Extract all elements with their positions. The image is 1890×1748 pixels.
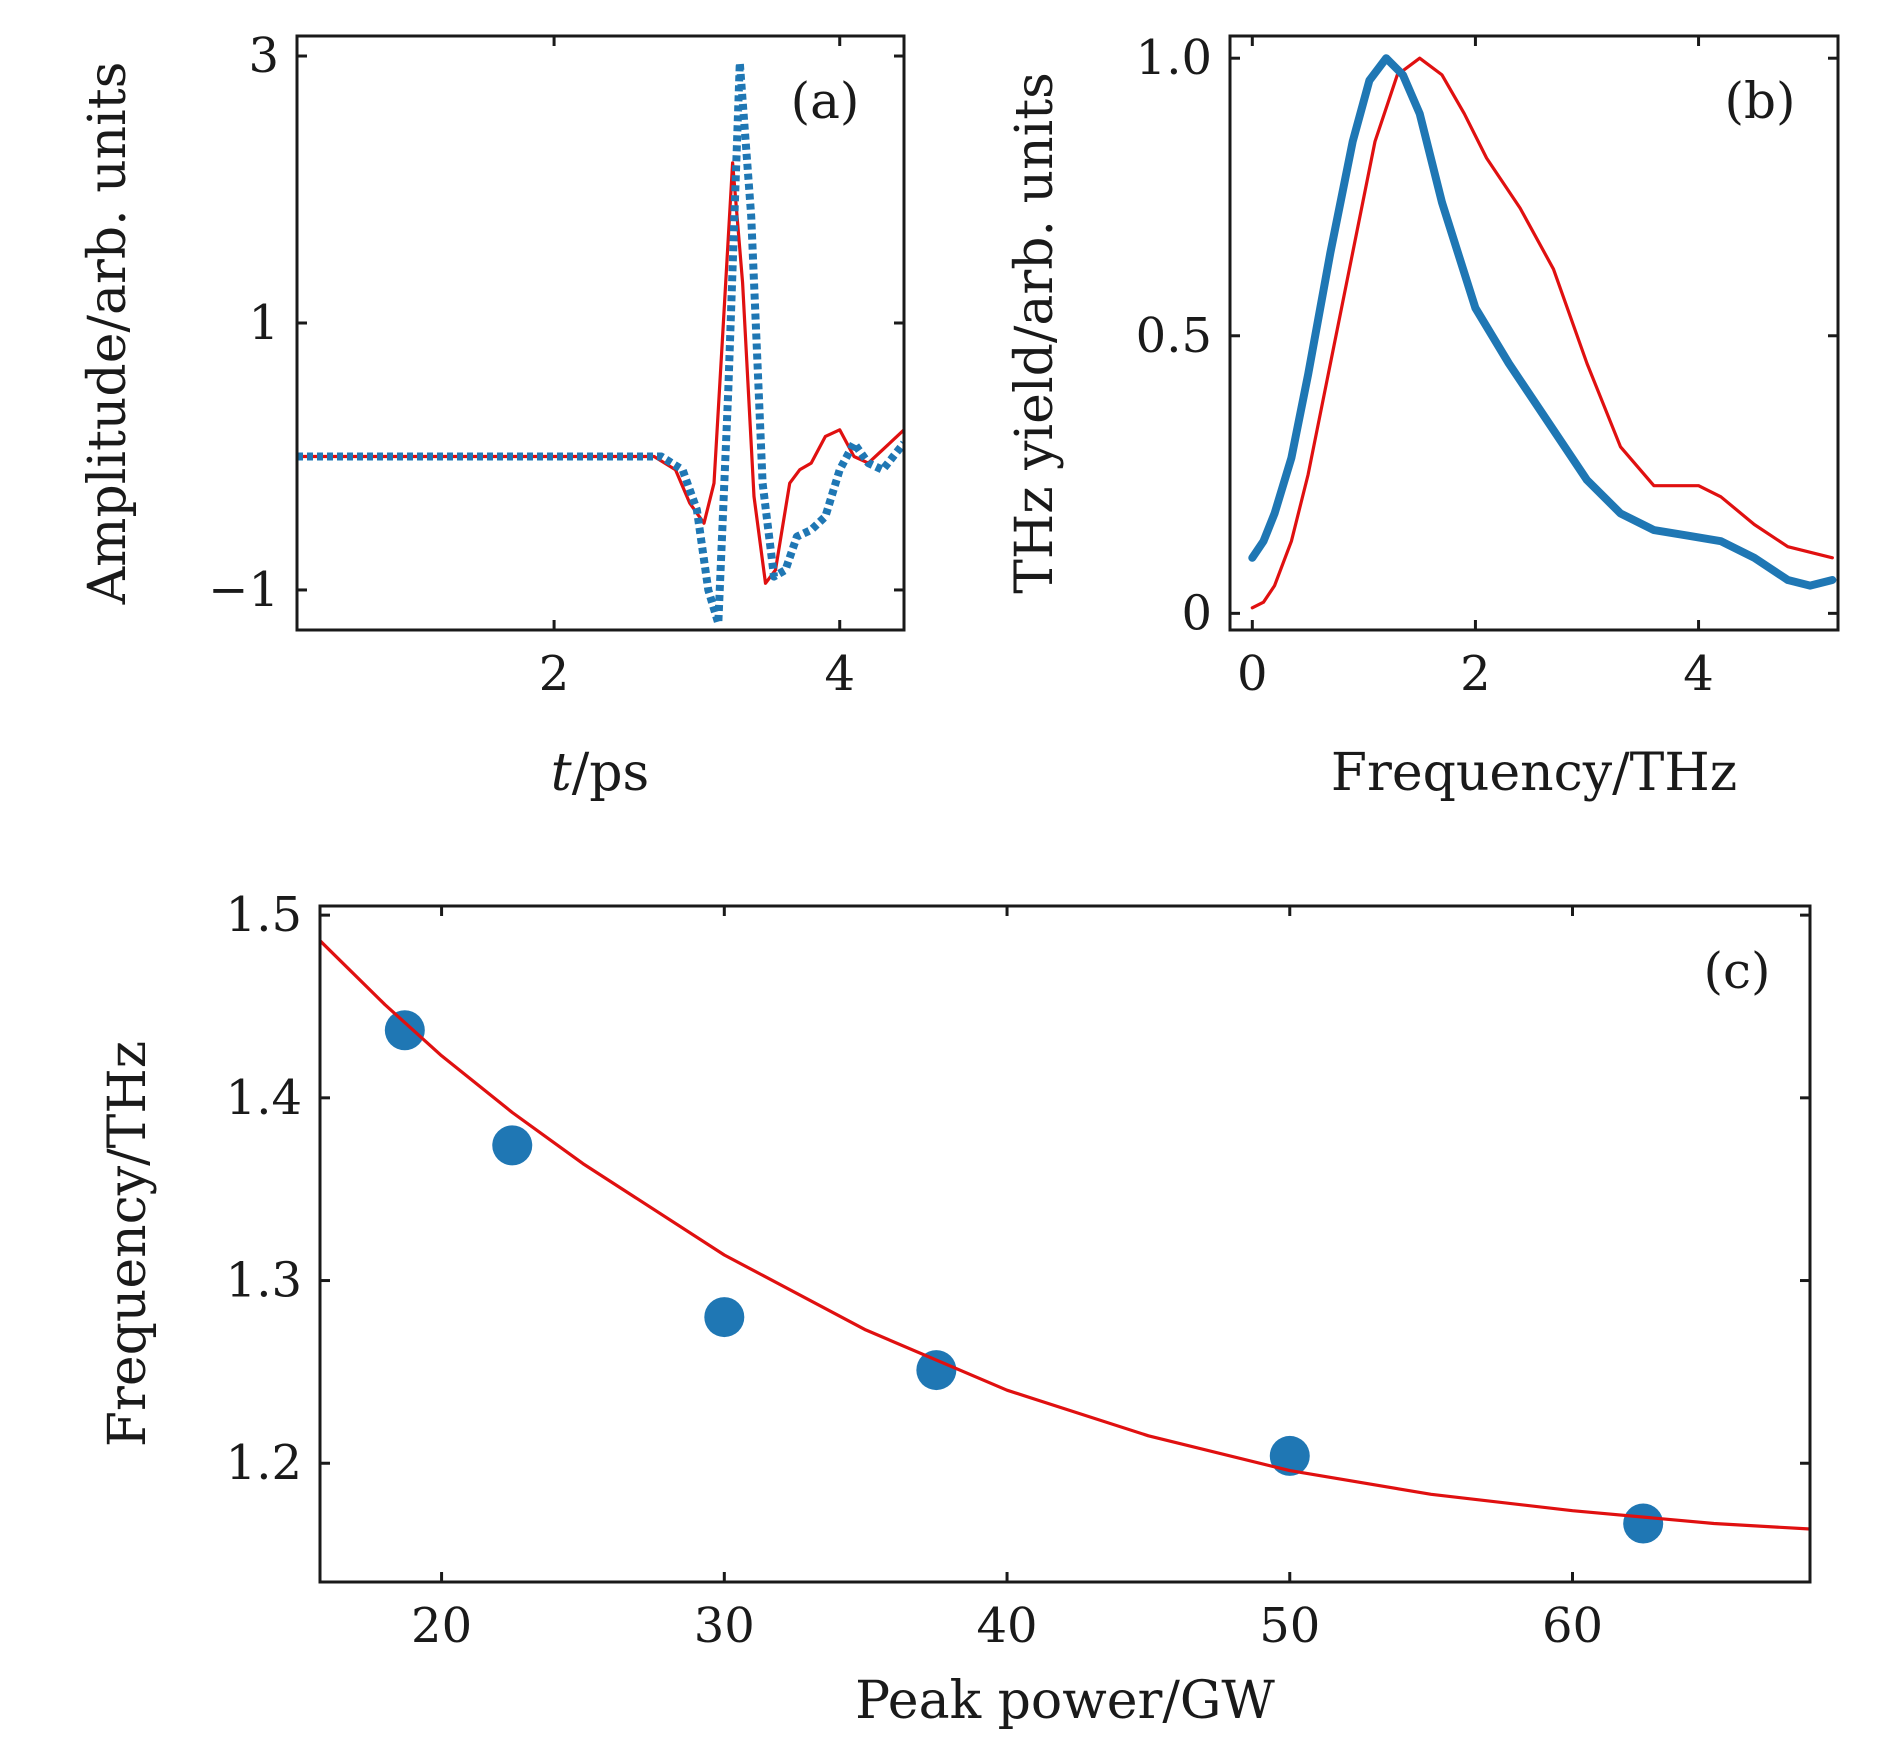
panel-a-ticks <box>297 36 904 630</box>
panel-c-ytick-label-3: 1.4 <box>226 1070 302 1126</box>
panel-b-xlabel: Frequency/THz <box>1331 743 1737 803</box>
panel-c-xtick-label-3: 40 <box>977 1598 1038 1654</box>
panel-a-label: (a) <box>791 72 860 130</box>
panel-c: 20 30 40 50 60 1.2 1.3 1.4 1.5 (c) Peak power/GW… <box>98 887 1812 1731</box>
panel-b-xtick-label-3: 4 <box>1683 646 1714 702</box>
panel-b-ytick-label-1: 0 <box>1181 585 1212 641</box>
panel-a-series <box>297 58 904 628</box>
panel-b-xtick-label-1: 0 <box>1237 646 1268 702</box>
panel-c-plot-area <box>320 939 1810 1544</box>
panel-b-label: (b) <box>1724 72 1795 130</box>
panel-c-data-point-6 <box>1623 1503 1664 1544</box>
panel-b-series <box>1248 54 1837 610</box>
panel-b-ytick-label-3: 1.0 <box>1136 30 1212 86</box>
panel-a-ytick-label-2: 1 <box>248 295 279 351</box>
panel-a-series-1-line <box>297 161 904 585</box>
panel-c-ticks <box>320 906 1810 1582</box>
panel-b-xtick-label-2: 2 <box>1460 646 1491 702</box>
panel-a-ytick-label-1: −1 <box>208 562 279 618</box>
panel-b-frame <box>1228 34 1840 632</box>
panel-c-data-point-3 <box>704 1297 745 1338</box>
panel-c-data-point-2 <box>492 1125 533 1166</box>
panel-c-tick-labels: 20 30 40 50 60 1.2 1.3 1.4 1.5 <box>226 887 1603 1654</box>
panel-c-ytick-label-4: 1.5 <box>226 887 302 943</box>
panel-c-ytick-label-2: 1.3 <box>226 1253 302 1309</box>
panel-c-frame <box>318 904 1812 1584</box>
panel-a-xlabel-var: t <box>551 743 572 803</box>
panel-c-xtick-label-5: 60 <box>1542 1598 1603 1654</box>
panel-c-ytick-label-1: 1.2 <box>226 1435 302 1491</box>
panel-a-ytick-label-3: 3 <box>248 28 279 84</box>
panel-a: 2 4 −1 1 3 (a) t/ps Amplitude/arb. units <box>78 28 906 803</box>
panel-c-xtick-label-2: 30 <box>694 1598 755 1654</box>
panel-a-xlabel-unit: /ps <box>572 743 650 803</box>
panel-a-plot-area <box>297 58 904 628</box>
panel-b-series-1-line <box>1250 56 1834 610</box>
panel-c-ylabel: Frequency/THz <box>98 1041 158 1447</box>
panel-c-xtick-label-1: 20 <box>411 1598 472 1654</box>
panel-c-series-fit-line <box>320 939 1810 1531</box>
panel-c-data-point-4 <box>916 1350 957 1391</box>
panel-b-series-2-line <box>1248 54 1837 590</box>
panel-a-frame <box>295 34 906 632</box>
panel-a-xtick-label-1: 2 <box>539 646 570 702</box>
panel-c-xlabel: Peak power/GW <box>855 1671 1275 1731</box>
panel-b: 0 2 4 0 0.5 1.0 (b) Frequency/THz THz yield/a… <box>1005 30 1840 803</box>
panel-c-series <box>320 939 1810 1544</box>
panel-a-xlabel: t/ps <box>551 743 649 803</box>
panel-b-ylabel: THz yield/arb. units <box>1005 72 1065 594</box>
panel-a-series-2-line <box>297 58 904 628</box>
panel-a-ylabel: Amplitude/arb. units <box>78 62 138 606</box>
panel-c-label: (c) <box>1703 942 1770 1000</box>
panel-b-ytick-label-2: 0.5 <box>1136 308 1212 364</box>
panel-a-xtick-label-2: 4 <box>824 646 855 702</box>
panel-c-data-point-1 <box>384 1010 425 1051</box>
panel-c-data-point-5 <box>1269 1435 1310 1476</box>
panel-a-tick-labels: 2 4 −1 1 3 <box>208 28 855 702</box>
panel-b-plot-area <box>1248 54 1837 610</box>
panel-b-ticks <box>1230 36 1838 630</box>
panel-c-xtick-label-4: 50 <box>1259 1598 1320 1654</box>
panel-b-tick-labels: 0 2 4 0 0.5 1.0 <box>1136 30 1714 702</box>
